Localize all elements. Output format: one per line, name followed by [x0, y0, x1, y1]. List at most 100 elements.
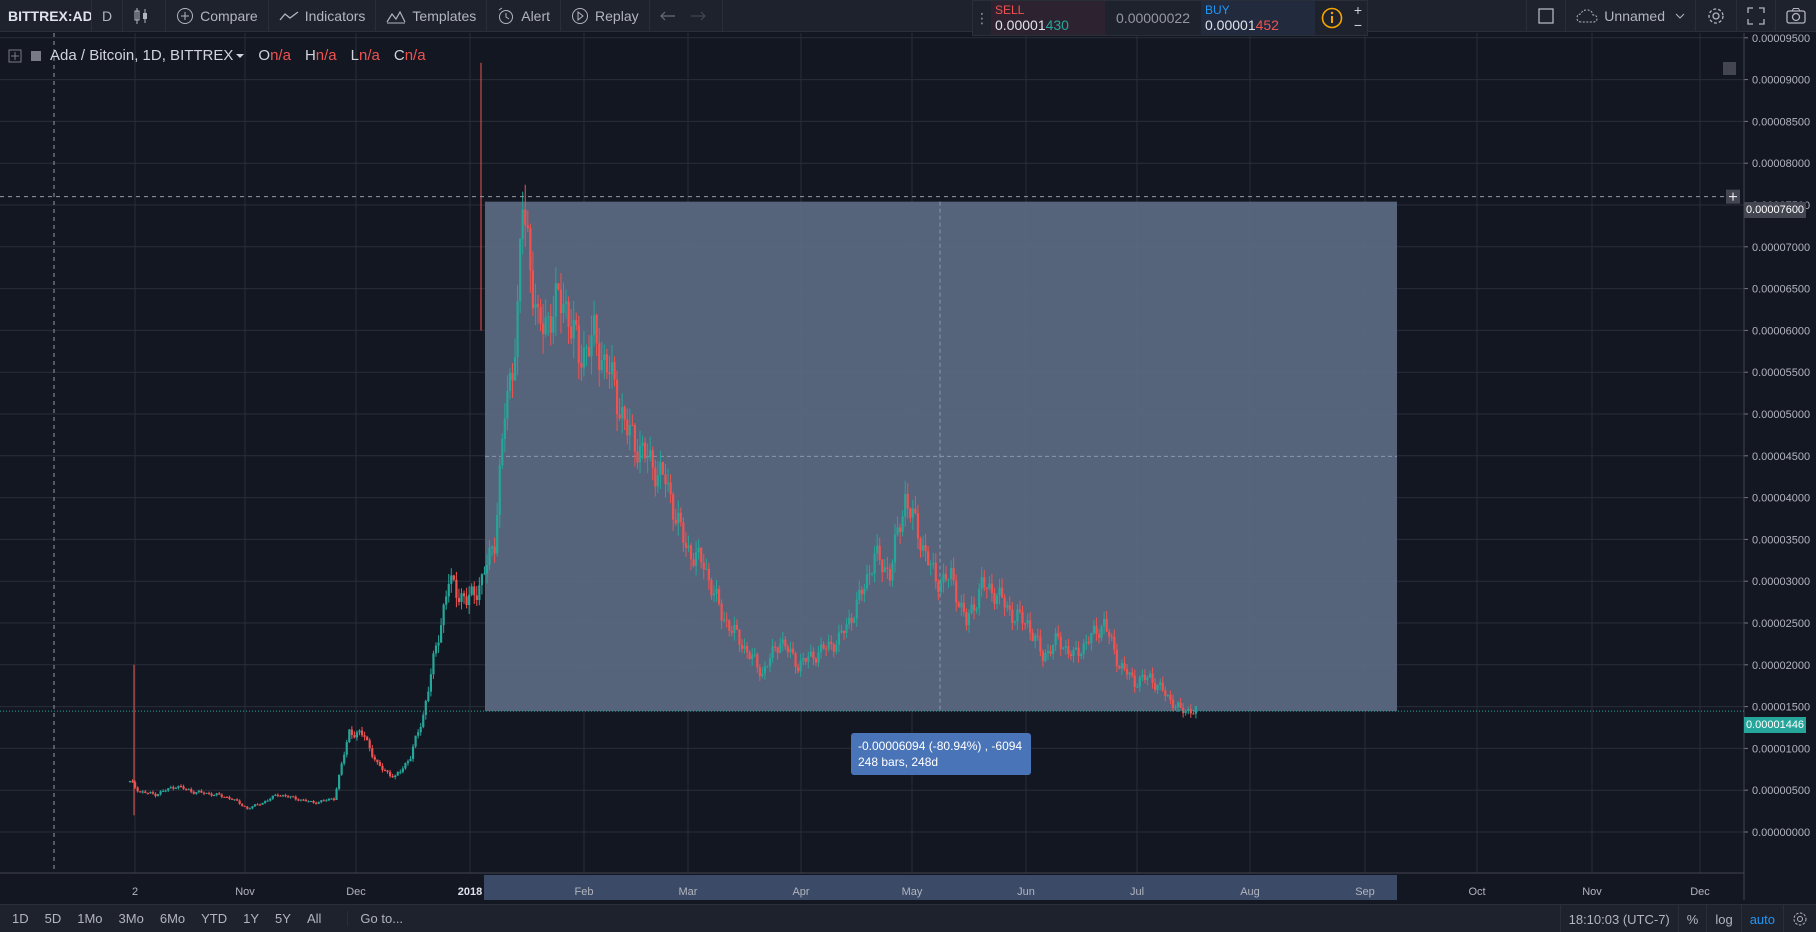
candle-body — [304, 799, 308, 802]
candle-body — [480, 574, 483, 586]
percent-toggle[interactable]: % — [1677, 905, 1707, 932]
candle-body — [1062, 647, 1065, 649]
candle-body — [156, 794, 160, 797]
candle-body — [899, 527, 902, 532]
candle-body — [1026, 620, 1029, 624]
candle-body — [243, 805, 246, 807]
candle-body — [146, 793, 149, 795]
range-3mo[interactable]: 3Mo — [118, 911, 144, 926]
candle-body — [1166, 694, 1169, 696]
candle-body — [547, 316, 550, 318]
candle-body — [238, 800, 241, 804]
range-1mo[interactable]: 1Mo — [77, 911, 103, 926]
candle-body — [947, 578, 950, 580]
redo-icon[interactable] — [690, 9, 706, 23]
candle-body — [567, 301, 570, 327]
snapshot-button[interactable] — [1775, 0, 1816, 32]
compare-button[interactable]: Compare — [166, 0, 269, 32]
sell-button[interactable]: SELL 0.00001430 — [991, 1, 1105, 35]
candle-body — [389, 771, 392, 776]
candle-body — [144, 791, 147, 794]
candle-body — [865, 574, 869, 589]
range-5d[interactable]: 5D — [44, 911, 62, 926]
quantity-stepper[interactable]: + − — [1349, 1, 1367, 35]
candle-body — [236, 799, 239, 801]
candle-body — [539, 307, 542, 324]
candle-body — [131, 780, 134, 783]
candle-body — [970, 604, 973, 614]
clock-time[interactable]: 18:10:03 (UTC-7) — [1559, 905, 1678, 932]
minus-icon[interactable]: − — [1353, 17, 1363, 33]
candle-body — [1041, 651, 1044, 662]
alert-button[interactable]: Alert — [487, 0, 562, 32]
interval-button[interactable]: D — [92, 0, 124, 32]
fullscreen-square-button[interactable] — [1526, 0, 1565, 32]
candle-body — [600, 360, 603, 371]
camera-icon — [1786, 8, 1806, 24]
candle-body — [659, 462, 662, 476]
candle-body — [264, 801, 267, 803]
range-5y[interactable]: 5Y — [275, 911, 291, 926]
candle-body — [957, 602, 960, 608]
caret-down-icon[interactable] — [236, 53, 245, 59]
candle-body — [758, 667, 761, 677]
chart-area[interactable]: 0.00009500 0.00009000 0.00008500 0.00008000… — [0, 33, 1816, 900]
chart-settings-button[interactable] — [1783, 905, 1816, 932]
indicators-button[interactable]: Indicators — [269, 0, 377, 32]
candle-body — [672, 494, 675, 520]
candle-body — [233, 799, 236, 801]
y-tick-label: 0.00005500 — [1752, 367, 1810, 379]
candle-body — [621, 406, 624, 419]
candle-body — [934, 562, 937, 582]
layout-button[interactable]: Unnamed — [1565, 0, 1695, 32]
x-tick-label: Mar — [679, 886, 698, 898]
goto-button[interactable]: Go to... — [347, 911, 411, 926]
log-toggle[interactable]: log — [1706, 905, 1740, 932]
candle-body — [197, 790, 200, 793]
candle-body — [697, 547, 700, 553]
candle-body — [944, 573, 948, 580]
buy-button[interactable]: BUY 0.00001452 — [1201, 1, 1315, 35]
candle-body — [743, 645, 746, 649]
range-1d[interactable]: 1D — [12, 911, 29, 926]
candle-body — [978, 589, 981, 609]
ohlc-open: On/a — [258, 47, 291, 64]
candle-body — [256, 804, 259, 806]
plus-icon[interactable]: + — [1353, 2, 1363, 18]
candle-body — [1013, 621, 1016, 623]
price-chart[interactable]: 0.00009500 0.00009000 0.00008500 0.00008000… — [0, 33, 1816, 900]
candle-body — [450, 575, 453, 584]
undo-icon[interactable] — [659, 9, 676, 23]
range-ytd[interactable]: YTD — [201, 911, 228, 926]
candle-body — [353, 735, 356, 738]
candle-body — [386, 770, 389, 772]
range-1y[interactable]: 1Y — [243, 911, 260, 926]
candle-body — [289, 796, 292, 798]
candle-body — [287, 796, 290, 798]
candle-body — [460, 593, 463, 602]
candle-body — [1192, 713, 1195, 715]
candle-body — [983, 577, 986, 588]
symbol-search[interactable]: BITTREX:AD — [0, 0, 92, 32]
replay-button[interactable]: Replay — [561, 0, 650, 32]
candle-body — [975, 608, 978, 611]
candle-body — [261, 802, 264, 805]
compare-label: Compare — [200, 7, 258, 24]
candle-body — [725, 619, 728, 621]
info-icon[interactable] — [1315, 1, 1349, 35]
candle-body — [1023, 623, 1027, 625]
auto-toggle[interactable]: auto — [1740, 905, 1783, 932]
expand-legend-icon[interactable] — [8, 49, 22, 63]
settings-button[interactable] — [1695, 0, 1736, 32]
symbol-title[interactable]: Ada / Bitcoin, 1D, BITTREX — [50, 47, 234, 64]
candle-body — [312, 800, 315, 803]
range-6mo[interactable]: 6Mo — [159, 911, 186, 926]
templates-button[interactable]: Templates — [376, 0, 488, 32]
candle-body — [575, 320, 578, 325]
range-all[interactable]: All — [306, 911, 322, 926]
drag-handle-icon[interactable]: ⋮ — [975, 9, 989, 26]
fullscreen-button[interactable] — [1736, 0, 1775, 32]
candle-body — [626, 419, 629, 436]
candle-body — [559, 289, 563, 314]
chart-type-button[interactable] — [123, 0, 167, 32]
